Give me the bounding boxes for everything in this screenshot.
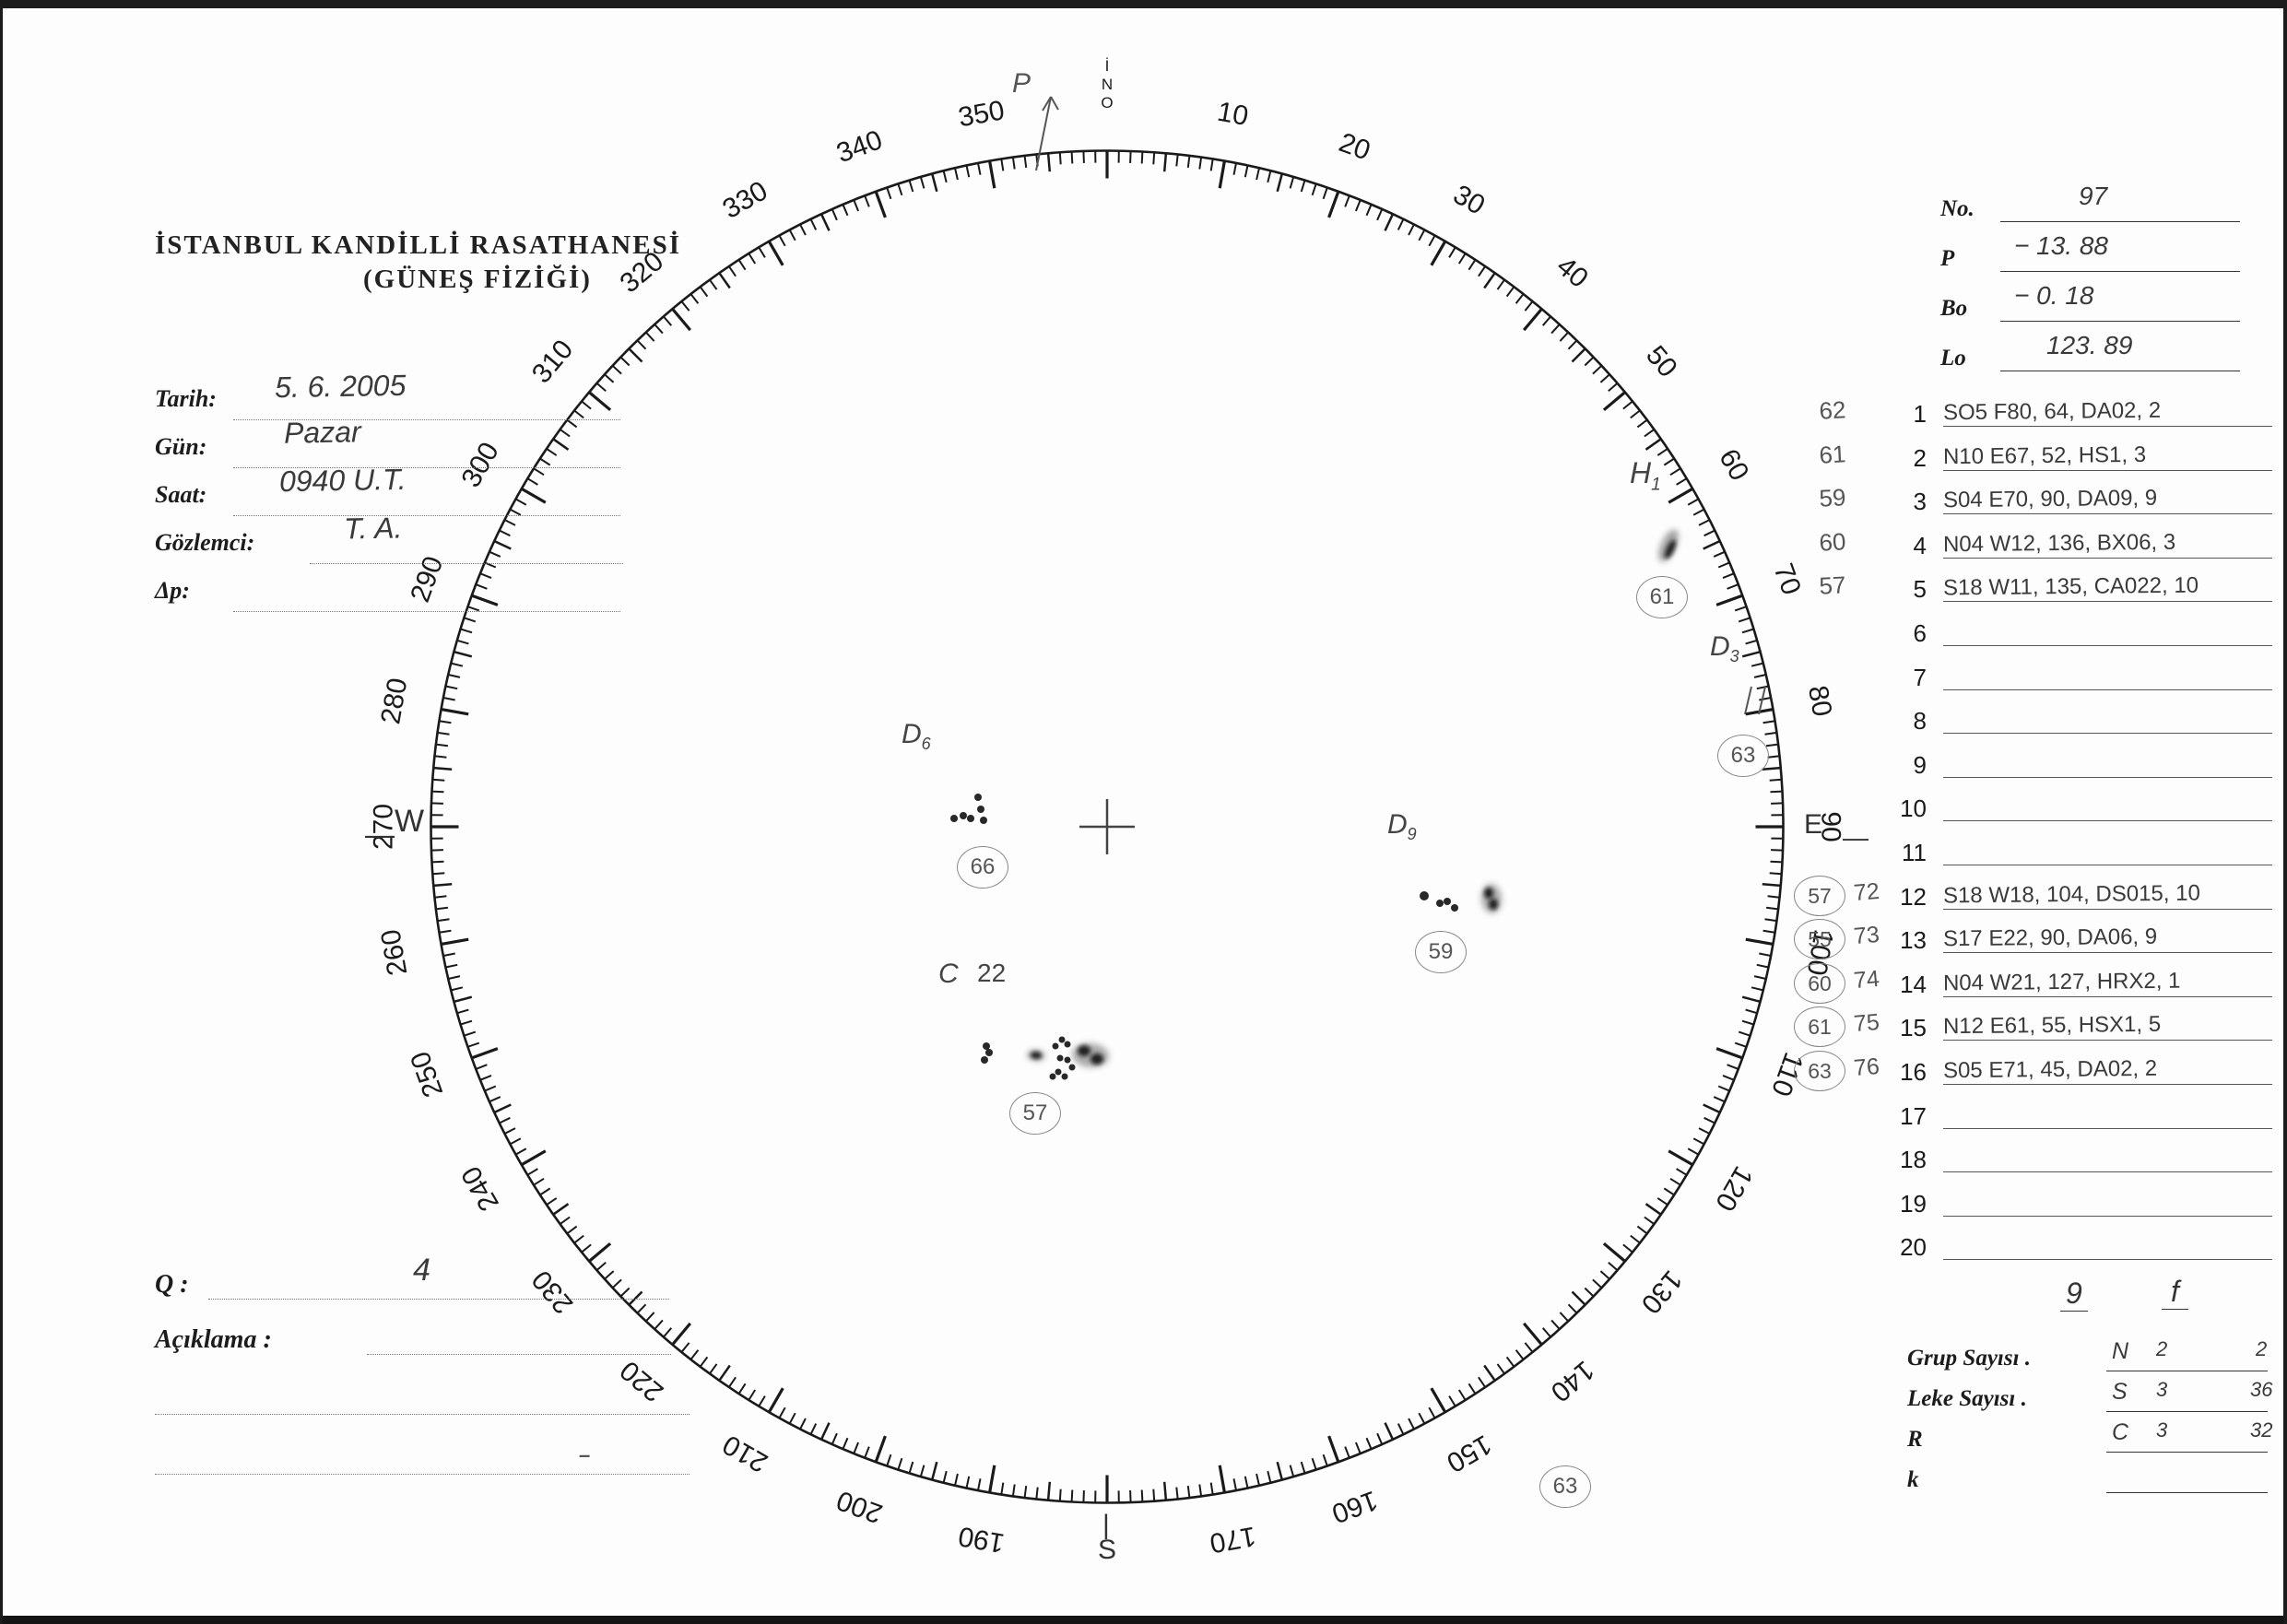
svg-text:P: P (1012, 68, 1031, 99)
